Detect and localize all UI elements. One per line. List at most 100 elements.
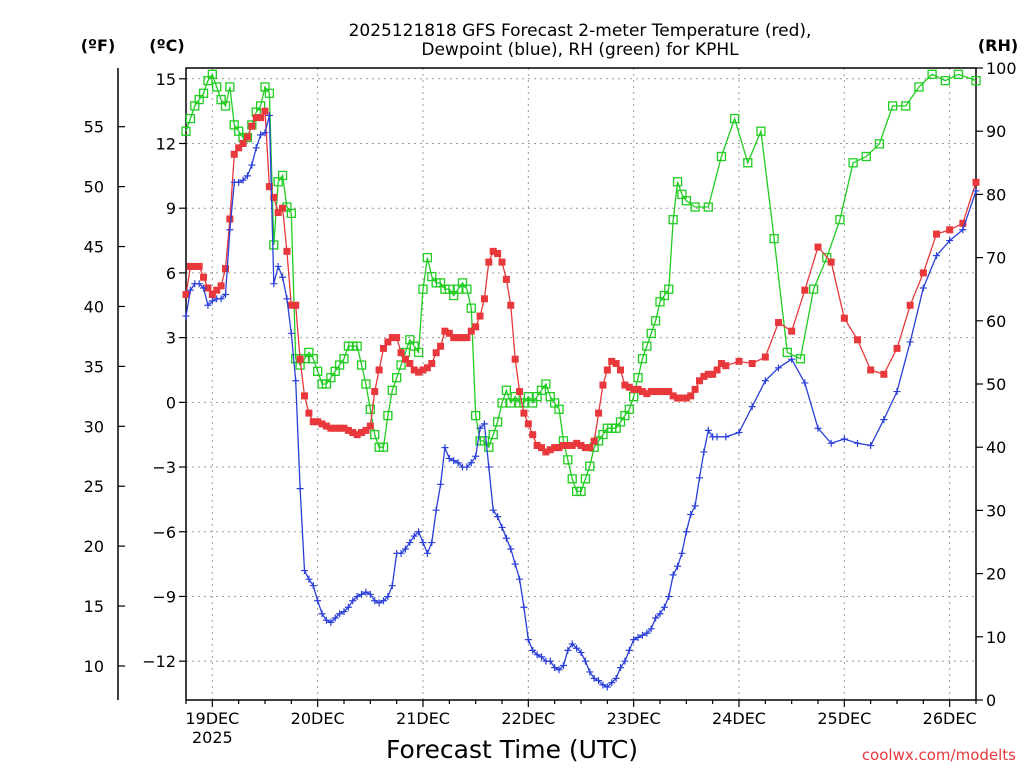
rh-point <box>633 373 643 383</box>
temperature-point <box>761 353 769 361</box>
temperature-point <box>546 446 554 454</box>
temperature-point <box>630 385 638 393</box>
dewpoint-point <box>296 485 304 493</box>
dewpoint-point <box>788 355 796 363</box>
temperature-point <box>243 133 251 141</box>
temperature-point <box>217 282 225 290</box>
dewpoint-point <box>546 657 554 665</box>
temperature-point <box>577 441 585 449</box>
x-tick-label: 20DEC <box>291 709 345 728</box>
temperature-point <box>880 370 888 378</box>
dewpoint-point <box>656 610 664 618</box>
dewpoint-point <box>581 657 589 665</box>
rh-point <box>220 101 231 111</box>
temperature-point <box>643 390 651 398</box>
fahrenheit-tick-label: 25 <box>84 477 104 496</box>
celsius-tick-label: 15 <box>156 70 176 89</box>
dewpoint-point <box>428 539 436 547</box>
dewpoint-point <box>524 636 532 644</box>
temperature-point <box>735 357 743 365</box>
temperature-point <box>687 392 695 400</box>
rh-point <box>914 82 924 92</box>
temperature-point <box>423 364 431 372</box>
temperature-point <box>445 329 453 337</box>
rh-tick-label: 60 <box>986 312 1006 331</box>
rh-point <box>418 284 428 294</box>
dewpoint-point <box>564 646 572 654</box>
temperature-point <box>344 426 352 434</box>
dewpoint-point <box>415 528 423 536</box>
temperature-point <box>520 409 528 417</box>
temperature-point <box>380 344 387 352</box>
dewpoint-point <box>511 560 519 568</box>
temperature-point <box>704 370 712 378</box>
dewpoint-point <box>599 681 607 689</box>
dewpoint-point <box>854 439 861 447</box>
rh-point <box>378 442 389 452</box>
rh-point <box>940 75 950 86</box>
dewpoint-point <box>533 651 541 659</box>
temperature-point <box>415 368 423 376</box>
dewpoint-point <box>467 459 475 467</box>
temperature-point <box>248 122 256 130</box>
temperature-point <box>406 360 414 368</box>
dewpoint-point <box>801 379 809 387</box>
dewpoint-point <box>261 129 269 137</box>
temperature-point <box>314 418 322 426</box>
dewpoint-point <box>630 636 638 644</box>
rh-point <box>242 132 253 143</box>
temperature-series <box>182 107 980 456</box>
temperature-point <box>336 424 344 432</box>
temperature-point <box>814 243 822 251</box>
temperature-point <box>467 327 475 335</box>
temperature-point <box>612 360 620 368</box>
temperature-point <box>358 429 366 437</box>
dewpoint-point <box>893 388 901 396</box>
dewpoint-point <box>279 273 287 281</box>
rh-point <box>624 404 634 414</box>
dewpoint-point <box>489 506 497 514</box>
temperature-point <box>555 444 563 452</box>
fahrenheit-tick-label: 30 <box>84 417 104 436</box>
dewpoint-point <box>283 295 291 303</box>
rh-point <box>808 284 819 294</box>
dewpoint-point <box>507 545 515 553</box>
fahrenheit-tick-label: 45 <box>84 238 104 257</box>
rh-point <box>743 158 753 168</box>
temperature-point <box>972 178 980 186</box>
temperature-point <box>349 429 357 437</box>
temperature-point <box>867 366 875 374</box>
celsius-tick-label: 6 <box>166 264 176 283</box>
rh-tick-label: 70 <box>986 249 1006 268</box>
temperature-point <box>213 286 221 294</box>
dewpoint-point <box>265 111 273 119</box>
temperature-point <box>388 334 396 342</box>
rh-point <box>181 126 191 136</box>
temperature-point <box>401 355 409 363</box>
dewpoint-point <box>573 644 581 652</box>
dewpoint-point <box>384 592 392 600</box>
temperature-point <box>340 424 348 432</box>
temperature-point <box>590 437 598 445</box>
dewpoint-point <box>318 610 326 618</box>
temperature-point <box>362 426 370 434</box>
rh-point <box>795 354 806 364</box>
rh-point <box>887 101 898 111</box>
temperature-point <box>946 226 954 234</box>
temperature-point <box>516 388 524 396</box>
temperature-point <box>296 355 304 363</box>
rh-point <box>396 360 406 370</box>
temperature-point <box>893 344 901 352</box>
rh-point <box>339 354 349 364</box>
rh-point <box>681 196 691 206</box>
temperature-point <box>507 301 515 309</box>
dewpoint-point <box>603 683 611 691</box>
rh-tick-label: 40 <box>986 438 1006 457</box>
dewpoint-point <box>660 603 668 611</box>
temperature-point <box>226 215 234 223</box>
temperature-point <box>279 204 287 212</box>
rh-point <box>567 474 577 484</box>
temperature-point <box>419 366 427 374</box>
temperature-point <box>454 334 462 342</box>
